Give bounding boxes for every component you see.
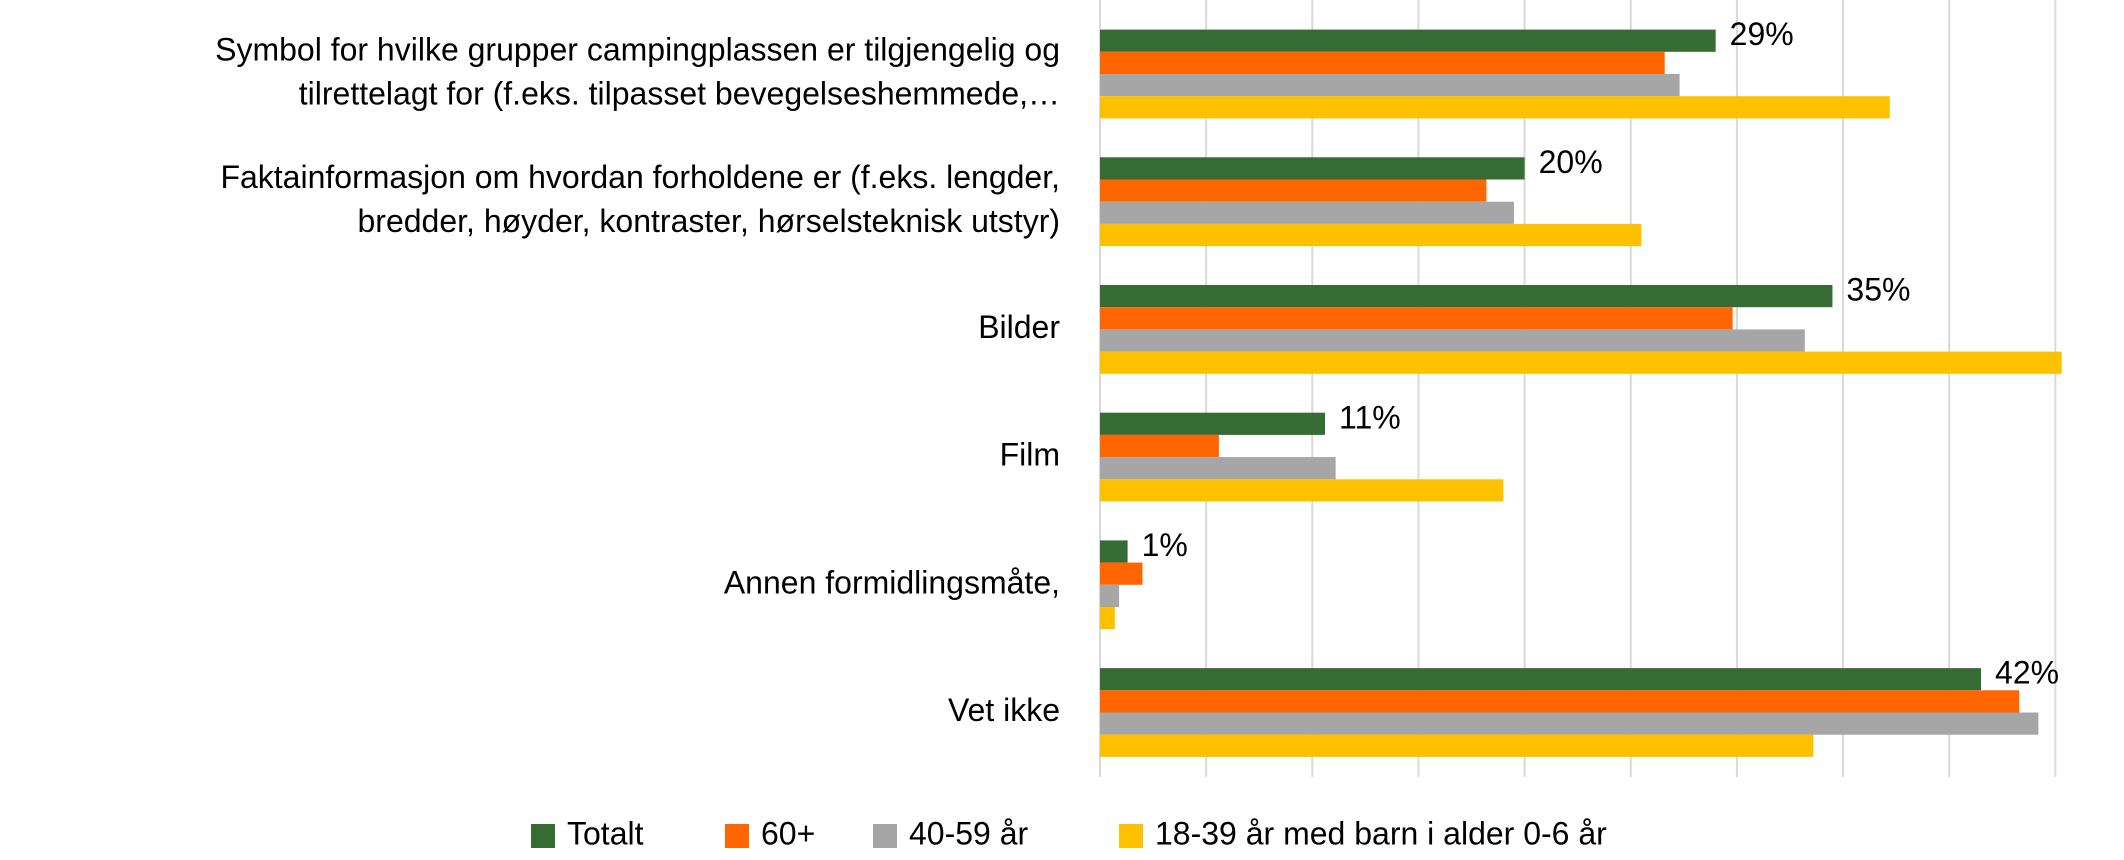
bar: [1100, 690, 2020, 713]
bar: [1100, 179, 1487, 202]
legend-swatch: [725, 824, 749, 848]
bar: [1100, 734, 1814, 757]
bar: [1100, 29, 1716, 52]
bar: [1100, 329, 1805, 352]
legend-swatch: [873, 824, 897, 848]
data-label: 1%: [1142, 527, 1188, 563]
bar: [1100, 712, 2039, 735]
bar: [1100, 562, 1143, 585]
category-label: Bilder: [978, 309, 1060, 345]
data-label: 42%: [1995, 655, 2059, 691]
bar: [1100, 201, 1514, 224]
bar: [1100, 285, 1833, 308]
category-label: Symbol for hvilke grupper campingplassen…: [215, 31, 1060, 67]
category-label: bredder, høyder, kontraster, hørselstekn…: [358, 203, 1061, 239]
data-label: 11%: [1339, 399, 1401, 435]
bar: [1100, 457, 1336, 480]
bar: [1100, 540, 1128, 563]
legend-label: 40-59 år: [909, 815, 1029, 851]
bar: [1100, 96, 1890, 119]
legend-swatch: [1119, 824, 1143, 848]
legend-label: 60+: [761, 815, 815, 851]
bar: [1100, 434, 1219, 458]
category-label: Film: [1000, 437, 1060, 473]
data-label: 20%: [1539, 144, 1603, 180]
legend-label: 18-39 år med barn i alder 0-6 år: [1155, 815, 1607, 851]
bar: [1100, 351, 2062, 374]
bar: [1100, 51, 1665, 74]
bar: [1100, 307, 1733, 330]
data-label: 29%: [1730, 16, 1794, 52]
bar: [1100, 157, 1525, 180]
bar: [1100, 223, 1642, 247]
category-label: Vet ikke: [948, 692, 1060, 728]
bar: [1100, 74, 1680, 97]
legend-label: Totalt: [567, 815, 644, 851]
bar: [1100, 607, 1115, 630]
bar: [1100, 412, 1326, 435]
category-label: Faktainformasjon om hvordan forholdene e…: [220, 159, 1060, 195]
category-label: Annen formidlingsmåte,: [724, 564, 1060, 600]
bar: [1100, 479, 1504, 502]
category-label: tilrettelagt for (f.eks. tilpasset beveg…: [299, 75, 1060, 111]
bar: [1100, 668, 1982, 691]
data-label: 35%: [1846, 272, 1910, 308]
bar: [1100, 584, 1120, 607]
legend-swatch: [531, 824, 555, 848]
